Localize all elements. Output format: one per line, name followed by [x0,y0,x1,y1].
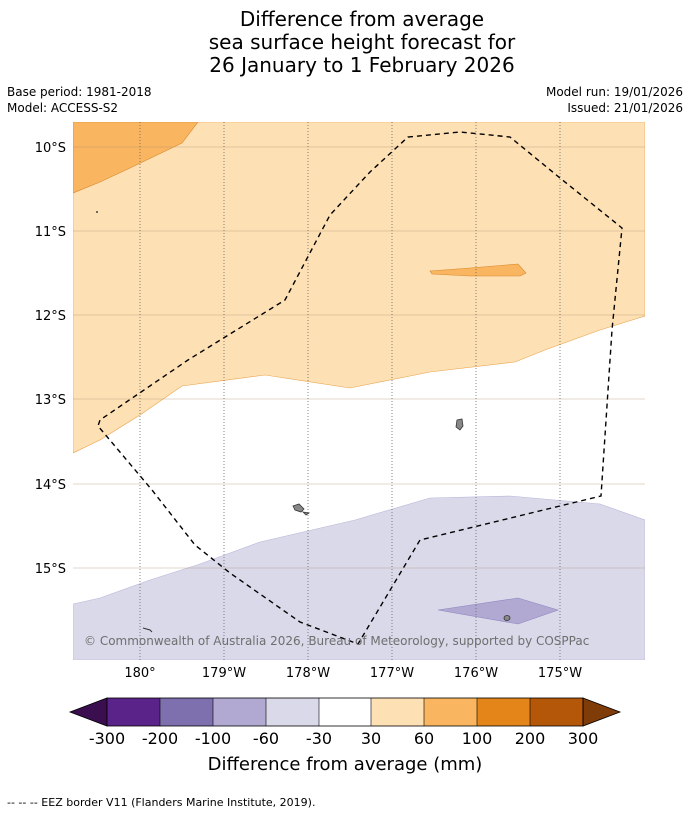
chart-title: Difference from average sea surface heig… [0,8,690,77]
title-line-1: Difference from average [239,7,485,31]
copyright-notice: © Commonwealth of Australia 2026, Bureau… [84,634,589,648]
title-line-3: 26 January to 1 February 2026 [209,53,515,77]
colorbar-tick-label: -100 [195,729,231,748]
lon-label: 179°W [202,666,246,681]
anomaly-region-60-100-northwest [73,122,199,194]
colorbar-segment [371,698,424,726]
colorbar-tick-label: -60 [253,729,279,748]
colorbar-segment [319,698,371,726]
lat-label: 12°S [35,309,66,324]
model-name: Model: ACCESS-S2 [7,101,119,115]
colorbar: -300 -200 -100 -60 -30 30 60 100 200 300… [68,697,622,775]
island-west-small [301,511,311,516]
small-feature-dot [96,211,98,213]
title-line-2: sea surface height forecast for [208,30,516,54]
lat-label: 14°S [35,478,66,493]
island-south [503,615,511,621]
colorbar-title: Difference from average (mm) [208,754,483,775]
colorbar-tick-label: 200 [515,729,546,748]
colorbar-tick-label: 100 [462,729,493,748]
anomaly-region-60-100-streak [429,263,527,277]
lon-label: 175°W [538,666,582,681]
lat-label: 10°S [35,141,66,156]
lon-label: 178°W [286,666,330,681]
colorbar-tick-label: 300 [568,729,599,748]
colorbar-segment [424,698,477,726]
colorbar-extend-max [582,697,622,727]
colorbar-segment [160,698,213,726]
colorbar-tick-label: 30 [361,729,381,748]
lat-label: 13°S [35,393,66,408]
eez-border [97,131,623,645]
colorbar-tick-label: -30 [306,729,332,748]
colorbar-segment [107,698,160,726]
colorbar-tick-label: -300 [89,729,125,748]
latitude-labels: 10°S 11°S 12°S 13°S 14°S 15°S [35,141,66,577]
colorbar-segment [266,698,319,726]
lon-label: 180° [124,666,155,681]
model-run: Model run: 19/01/2026 [545,85,683,99]
island-west [292,503,305,513]
latitude-gridlines [73,146,645,569]
lon-label: 177°W [370,666,414,681]
meta-left: Base period: 1981-2018 Model: ACCESS-S2 [7,84,152,116]
lat-label: 11°S [35,225,66,240]
island-southwest [142,627,153,633]
island-north [455,418,464,431]
colorbar-tick-label: 60 [414,729,434,748]
colorbar-tick-label: -200 [142,729,178,748]
anomaly-region-minus60-minus100 [437,597,559,625]
map-plot-area: © Commonwealth of Australia 2026, Bureau… [73,122,645,660]
colorbar-segment [213,698,266,726]
eez-footnote: -- -- -- EEZ border V11 (Flanders Marine… [7,796,316,809]
issued-date: Issued: 21/01/2026 [567,101,683,115]
lat-label: 15°S [35,562,66,577]
colorbar-segment [477,698,530,726]
colorbar-segment [530,698,583,726]
lon-label: 176°W [454,666,498,681]
meta-right: Model run: 19/01/2026 Issued: 21/01/2026 [546,84,683,116]
longitude-labels: 180° 179°W 178°W 177°W 176°W 175°W [124,666,582,681]
base-period: Base period: 1981-2018 [7,85,152,99]
colorbar-extend-min [68,697,108,727]
